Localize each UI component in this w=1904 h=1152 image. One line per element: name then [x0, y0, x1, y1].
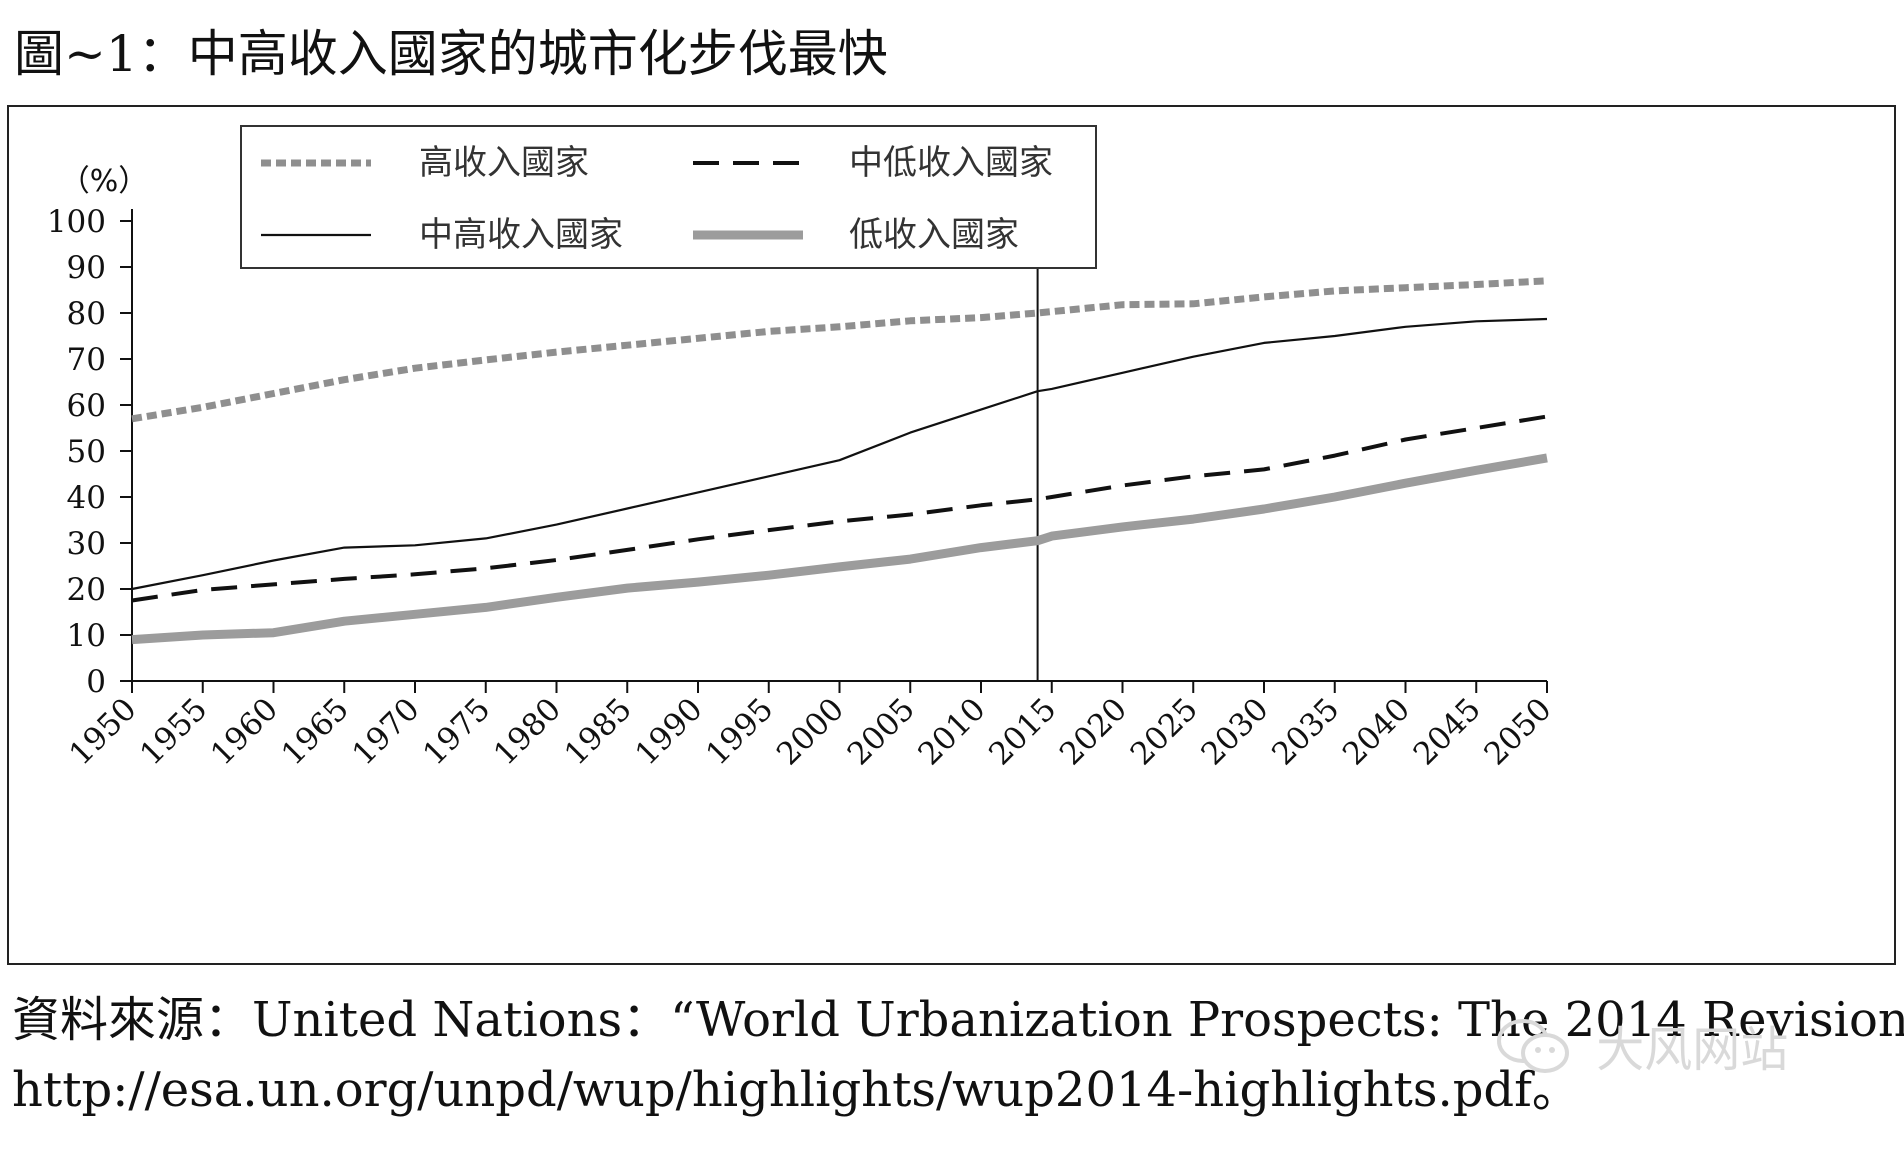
- x-tick-label: 2030: [1194, 691, 1275, 772]
- series-line-upper-middle-income: [131, 317, 1548, 591]
- x-tick-label: 1965: [275, 691, 356, 772]
- legend-label-lower-middle-income: 中低收入國家: [849, 143, 1053, 183]
- legend-label-high-income: 高收入國家: [419, 143, 589, 183]
- source-report: “World Urbanization Prospects: The 2014 …: [670, 992, 1904, 1048]
- y-tick-label: 0: [86, 664, 106, 700]
- x-tick-label: 1995: [699, 691, 780, 772]
- source-note: 資料來源： United Nations： “World Urbanizatio…: [12, 985, 1904, 1125]
- x-tick-label: 2025: [1124, 691, 1205, 772]
- wechat-icon: [1495, 1015, 1573, 1091]
- x-tick-label: 1955: [133, 691, 214, 772]
- x-tick-label: 1975: [416, 691, 497, 772]
- y-tick-label: 70: [67, 342, 106, 378]
- y-tick-label: 50: [67, 434, 106, 470]
- chart-series: [131, 277, 1548, 645]
- x-tick-label: 2020: [1053, 691, 1134, 772]
- y-axis-label: （%）: [60, 164, 149, 199]
- x-tick-label: 2035: [1265, 691, 1346, 772]
- y-tick-label: 40: [67, 480, 106, 516]
- watermark-text: 大风网站: [1596, 1022, 1789, 1078]
- series-line-low-income: [131, 453, 1548, 645]
- y-tick-label: 100: [47, 204, 106, 240]
- series-line-lower-middle-income: [131, 414, 1548, 603]
- y-tick-label: 30: [67, 526, 106, 562]
- chart-frame: 0 10 20 30 40 50 60 70 80 90 100 （%） 1950 1955 1960 196…: [7, 105, 1896, 965]
- series-line-high-income: [131, 277, 1548, 423]
- legend-label-low-income: 低收入國家: [849, 215, 1019, 255]
- legend-box: [240, 125, 1097, 269]
- y-tick-label: 20: [67, 572, 106, 608]
- watermark: 大风网站: [1495, 1010, 1788, 1091]
- x-tick-label: 2015: [982, 691, 1063, 772]
- x-tick-label: 1950: [62, 691, 143, 772]
- y-tick-label: 60: [67, 388, 106, 424]
- x-tick-label: 2000: [770, 691, 851, 772]
- line-chart: 0102030405060708090100（%）195019551960196…: [47, 125, 1559, 772]
- source-url[interactable]: http://esa.un.org/unpd/wup/highlights/wu…: [12, 1062, 1580, 1118]
- y-tick-label: 90: [67, 250, 106, 286]
- source-org: United Nations：: [252, 992, 671, 1048]
- x-tick-label: 1970: [345, 691, 426, 772]
- source-line-2: http://esa.un.org/unpd/wup/highlights/wu…: [12, 1055, 1892, 1125]
- x-tick-label: 2010: [911, 691, 992, 772]
- x-tick-label: 1985: [558, 691, 639, 772]
- x-tick-label: 1980: [487, 691, 568, 772]
- x-tick-label: 2050: [1477, 691, 1558, 772]
- x-tick-label: 1990: [628, 691, 709, 772]
- y-tick-label: 10: [67, 618, 106, 654]
- source-line-1: 資料來源： United Nations： “World Urbanizatio…: [12, 985, 1904, 1055]
- x-tick-label: 2005: [841, 691, 922, 772]
- y-tick-label: 80: [67, 296, 106, 332]
- x-tick-label: 2040: [1336, 691, 1417, 772]
- legend-label-upper-middle-income: 中高收入國家: [419, 215, 623, 255]
- source-label: 資料來源：: [12, 992, 253, 1048]
- figure-title: 圖~1：中高收入國家的城市化步伐最快: [14, 25, 888, 83]
- x-tick-label: 2045: [1407, 691, 1488, 772]
- x-tick-label: 1960: [204, 691, 285, 772]
